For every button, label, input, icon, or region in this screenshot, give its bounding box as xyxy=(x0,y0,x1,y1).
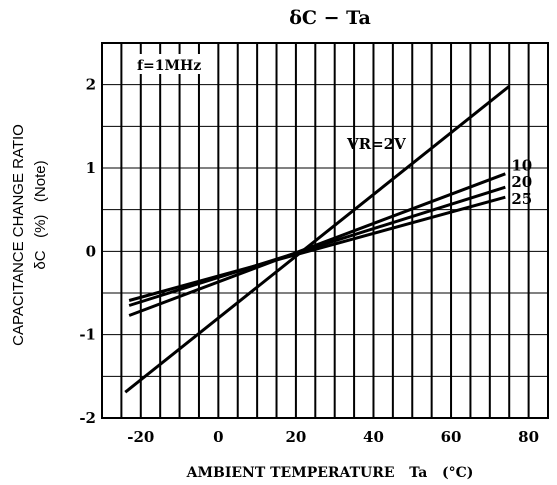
x-tick-label: 60 xyxy=(441,428,462,446)
series-line xyxy=(128,185,506,307)
series-line xyxy=(124,85,511,394)
annotation-background xyxy=(131,54,211,74)
y-tick-label: -2 xyxy=(79,409,96,427)
y-tick-label: 2 xyxy=(86,76,96,94)
x-axis-label: AMBIENT TEMPERATURE Ta (°C) xyxy=(186,465,474,481)
y-tick-label: 0 xyxy=(86,242,96,260)
y-tick-label: -1 xyxy=(79,326,96,344)
grid xyxy=(102,43,548,418)
series-line xyxy=(128,172,506,317)
chart-title: δC − Ta xyxy=(289,7,371,29)
series-line xyxy=(128,195,506,302)
frequency-annotation: f=1MHz xyxy=(137,58,201,74)
y-axis-label: CAPACITANCE CHANGE RATIO xyxy=(10,124,27,346)
ticks-layer: -20 0 20 40 60 80 -2 -1 0 1 2 xyxy=(79,76,539,446)
series-label: 25 xyxy=(511,190,532,208)
x-tick-label: 20 xyxy=(285,428,306,446)
series-label: 10 xyxy=(511,157,532,175)
x-tick-label: 0 xyxy=(213,428,223,446)
series-label: VR=2V xyxy=(346,135,406,153)
x-tick-label: -20 xyxy=(127,428,154,446)
y-tick-label: 1 xyxy=(86,159,96,177)
plot-frame xyxy=(101,42,549,419)
x-tick-label: 80 xyxy=(518,428,539,446)
series-label: 20 xyxy=(511,173,532,191)
y-axis-label-secondary: δC (%) (Note) xyxy=(32,160,49,269)
x-tick-label: 40 xyxy=(363,428,384,446)
